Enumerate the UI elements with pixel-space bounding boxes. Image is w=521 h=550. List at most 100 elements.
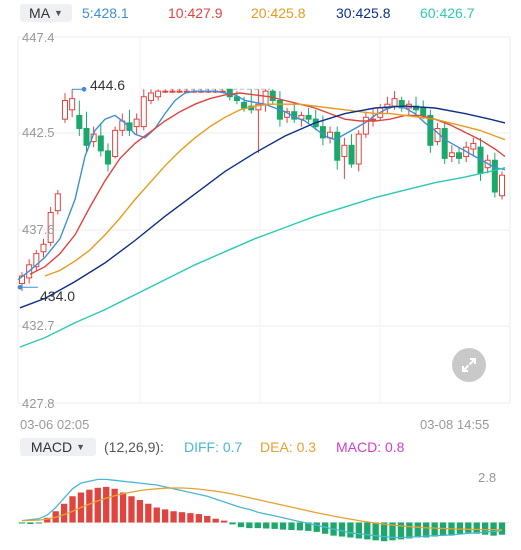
macd-histogram-bar xyxy=(162,509,169,523)
candle-body xyxy=(169,90,176,93)
macd-histogram-bar xyxy=(465,522,472,533)
macd-histogram-bar xyxy=(178,512,186,523)
macd-histogram-bar xyxy=(296,522,304,531)
candle-body xyxy=(47,212,54,243)
candle-body xyxy=(104,150,111,165)
macd-selector[interactable]: MACD ▼ xyxy=(20,438,96,456)
macd-histogram-bar xyxy=(111,488,118,523)
candle-body xyxy=(83,128,90,146)
macd-histogram-bar xyxy=(229,522,236,525)
candle-body xyxy=(54,193,61,212)
macd-histogram-bar xyxy=(128,496,135,523)
candle-body xyxy=(420,107,427,116)
ma5-line xyxy=(17,90,506,281)
candle-body xyxy=(69,98,76,111)
macd-histogram-bar xyxy=(389,522,396,541)
candle-body xyxy=(470,142,477,150)
high-price-label: 444.6 xyxy=(90,77,126,93)
macd-diff-line xyxy=(21,478,503,539)
candle-body xyxy=(162,90,169,93)
price-axis-label: 437.6 xyxy=(22,222,55,237)
time-start-label: 03-06 02:05 xyxy=(20,417,90,432)
macd-histogram-bar xyxy=(347,522,354,538)
ma60-line xyxy=(19,167,506,348)
macd-histogram-bar xyxy=(397,522,405,540)
macd-value: MACD: 0.8 xyxy=(336,439,405,455)
candle-body xyxy=(491,159,498,193)
macd-histogram-bar xyxy=(473,522,480,534)
candle-body xyxy=(391,98,398,107)
macd-histogram-bar xyxy=(482,522,489,535)
macd-histogram-bar xyxy=(153,507,160,523)
candle-body xyxy=(348,144,355,165)
candle-body xyxy=(255,103,262,111)
candle-body xyxy=(133,118,140,128)
macd-histogram-bar xyxy=(69,496,76,523)
macd-histogram-bar xyxy=(305,522,312,531)
expand-icon xyxy=(462,358,476,372)
macd-histogram-bar xyxy=(170,511,177,523)
macd-histogram-bar xyxy=(423,522,430,538)
candle-body xyxy=(61,99,68,120)
caret-down-icon: ▼ xyxy=(76,442,86,452)
macd-histogram-bar xyxy=(195,514,202,523)
candle-body xyxy=(355,133,362,165)
price-axis-label: 432.7 xyxy=(22,318,55,333)
candle-body xyxy=(76,114,83,130)
ma20-value: 20:425.8 xyxy=(251,5,306,21)
expand-button[interactable] xyxy=(452,348,486,382)
macd-histogram-bar xyxy=(220,520,228,523)
macd-params: (12,26,9): xyxy=(104,439,164,455)
macd-histogram-bar xyxy=(27,522,34,524)
ma30-line xyxy=(19,105,506,309)
candle-body xyxy=(155,90,162,98)
ma30-value: 30:425.8 xyxy=(336,5,391,21)
time-end-label: 03-08 14:55 xyxy=(420,417,490,432)
ma60-value: 60:426.7 xyxy=(420,5,475,21)
macd-histogram-bar xyxy=(372,522,379,541)
candle-body xyxy=(269,90,276,101)
candle-body xyxy=(341,144,348,158)
ma5-value: 5:428.1 xyxy=(82,5,129,21)
macd-histogram-bar xyxy=(313,522,320,532)
macd-histogram-bar xyxy=(18,522,26,524)
macd-histogram-bar xyxy=(145,503,152,523)
candle-body xyxy=(40,243,47,253)
macd-histogram-bar xyxy=(380,522,388,542)
candle-body xyxy=(176,90,183,93)
candle-body xyxy=(241,101,248,109)
macd-selector-label: MACD xyxy=(30,439,73,455)
candle-body xyxy=(334,131,341,161)
candle-body xyxy=(384,103,391,109)
macd-axis-label: 2.8 xyxy=(478,470,497,485)
candle-body xyxy=(126,122,133,131)
macd-histogram-bar xyxy=(204,515,211,523)
macd-histogram-bar xyxy=(288,522,295,530)
candle-body xyxy=(305,114,312,120)
macd-histogram-bar xyxy=(431,522,438,537)
candle-body xyxy=(441,128,448,159)
candle-body xyxy=(413,105,420,111)
macd-histogram-bar xyxy=(406,522,413,539)
macd-histogram-bar xyxy=(136,500,144,523)
candle-body xyxy=(147,92,154,101)
macd-histogram-bar xyxy=(86,489,93,523)
price-axis-label: 447.4 xyxy=(22,30,55,45)
ma-selector[interactable]: MA ▼ xyxy=(20,4,72,22)
candle-body xyxy=(33,253,40,268)
candle-body xyxy=(362,116,369,135)
price-axis-label: 442.5 xyxy=(22,125,55,140)
macd-histogram-bar xyxy=(414,522,421,538)
macd-histogram-bar xyxy=(187,513,194,523)
candle-body xyxy=(448,152,455,158)
macd-histogram-bar xyxy=(44,517,51,523)
macd-histogram-bar xyxy=(355,522,362,539)
ma20-line xyxy=(44,103,506,277)
macd-histogram-bar xyxy=(271,522,278,529)
ma-selector-label: MA xyxy=(29,5,51,21)
macd-histogram-bar xyxy=(212,518,219,523)
ma10-value: 10:427.9 xyxy=(168,5,223,21)
candle-body xyxy=(456,152,463,159)
price-axis-label: 427.8 xyxy=(22,396,55,411)
